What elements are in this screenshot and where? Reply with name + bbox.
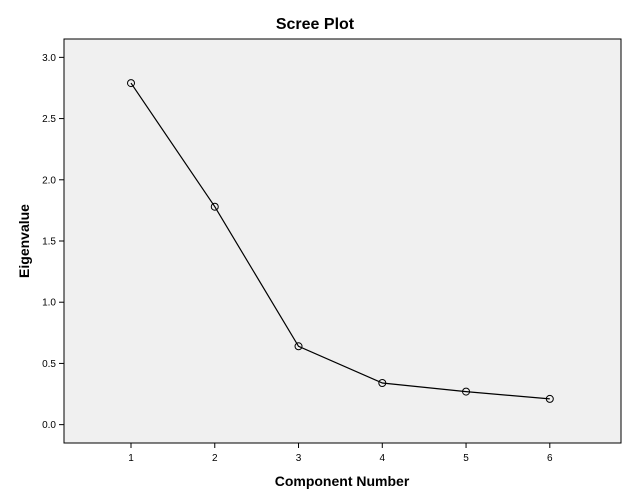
series-line bbox=[130, 82, 550, 400]
data-point-marker bbox=[462, 387, 471, 396]
chart-title: Scree Plot bbox=[276, 16, 355, 33]
y-axis-ticks: 0.0 0.5 1.0 1.5 2.0 2.5 3.0 bbox=[42, 53, 64, 431]
x-tick-label: 4 bbox=[380, 453, 386, 464]
x-tick-label: 6 bbox=[547, 453, 553, 464]
x-tick-label: 2 bbox=[212, 453, 218, 464]
x-tick-label: 3 bbox=[296, 453, 302, 464]
data-point-marker bbox=[127, 79, 136, 88]
y-tick-label: 3.0 bbox=[42, 53, 56, 64]
x-axis-ticks: 1 2 3 4 5 6 bbox=[128, 443, 553, 464]
data-point-marker bbox=[545, 394, 554, 403]
y-tick-label: 1.0 bbox=[42, 298, 56, 309]
data-point-marker bbox=[294, 342, 303, 351]
y-tick-label: 0.5 bbox=[42, 359, 56, 370]
x-axis-label: Component Number bbox=[275, 473, 410, 489]
y-tick-label: 2.5 bbox=[42, 114, 56, 125]
plot-area bbox=[63, 38, 622, 444]
y-tick-label: 2.0 bbox=[42, 175, 56, 186]
y-axis-label: Eigenvalue bbox=[16, 204, 32, 278]
data-point-marker bbox=[210, 202, 219, 211]
x-tick-label: 5 bbox=[463, 453, 469, 464]
y-tick-label: 1.5 bbox=[42, 237, 56, 248]
x-tick-label: 1 bbox=[128, 453, 134, 464]
data-series bbox=[127, 79, 554, 403]
data-point-marker bbox=[378, 379, 387, 388]
y-tick-label: 0.0 bbox=[42, 420, 56, 431]
